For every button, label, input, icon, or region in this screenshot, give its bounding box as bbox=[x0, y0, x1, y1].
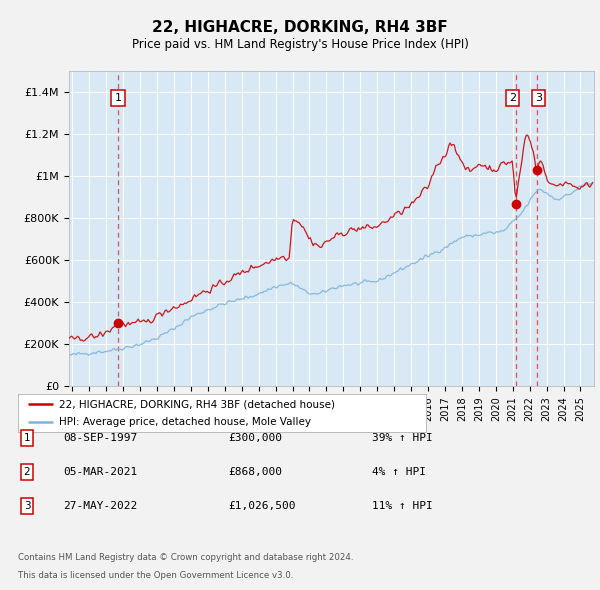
Text: 08-SEP-1997: 08-SEP-1997 bbox=[63, 433, 137, 442]
Text: 2: 2 bbox=[509, 93, 516, 103]
Text: 05-MAR-2021: 05-MAR-2021 bbox=[63, 467, 137, 477]
Text: £868,000: £868,000 bbox=[228, 467, 282, 477]
Text: £300,000: £300,000 bbox=[228, 433, 282, 442]
Text: This data is licensed under the Open Government Licence v3.0.: This data is licensed under the Open Gov… bbox=[18, 571, 293, 580]
Text: HPI: Average price, detached house, Mole Valley: HPI: Average price, detached house, Mole… bbox=[59, 417, 311, 427]
Text: 3: 3 bbox=[23, 502, 31, 511]
Text: 2: 2 bbox=[23, 467, 31, 477]
Text: 1: 1 bbox=[23, 433, 31, 442]
Text: 3: 3 bbox=[535, 93, 542, 103]
Text: 22, HIGHACRE, DORKING, RH4 3BF: 22, HIGHACRE, DORKING, RH4 3BF bbox=[152, 19, 448, 35]
Text: Price paid vs. HM Land Registry's House Price Index (HPI): Price paid vs. HM Land Registry's House … bbox=[131, 38, 469, 51]
Text: 1: 1 bbox=[115, 93, 121, 103]
Text: Contains HM Land Registry data © Crown copyright and database right 2024.: Contains HM Land Registry data © Crown c… bbox=[18, 553, 353, 562]
Text: 4% ↑ HPI: 4% ↑ HPI bbox=[372, 467, 426, 477]
Text: 39% ↑ HPI: 39% ↑ HPI bbox=[372, 433, 433, 442]
Text: 22, HIGHACRE, DORKING, RH4 3BF (detached house): 22, HIGHACRE, DORKING, RH4 3BF (detached… bbox=[59, 399, 335, 409]
Text: 11% ↑ HPI: 11% ↑ HPI bbox=[372, 502, 433, 511]
Text: 27-MAY-2022: 27-MAY-2022 bbox=[63, 502, 137, 511]
Text: £1,026,500: £1,026,500 bbox=[228, 502, 296, 511]
